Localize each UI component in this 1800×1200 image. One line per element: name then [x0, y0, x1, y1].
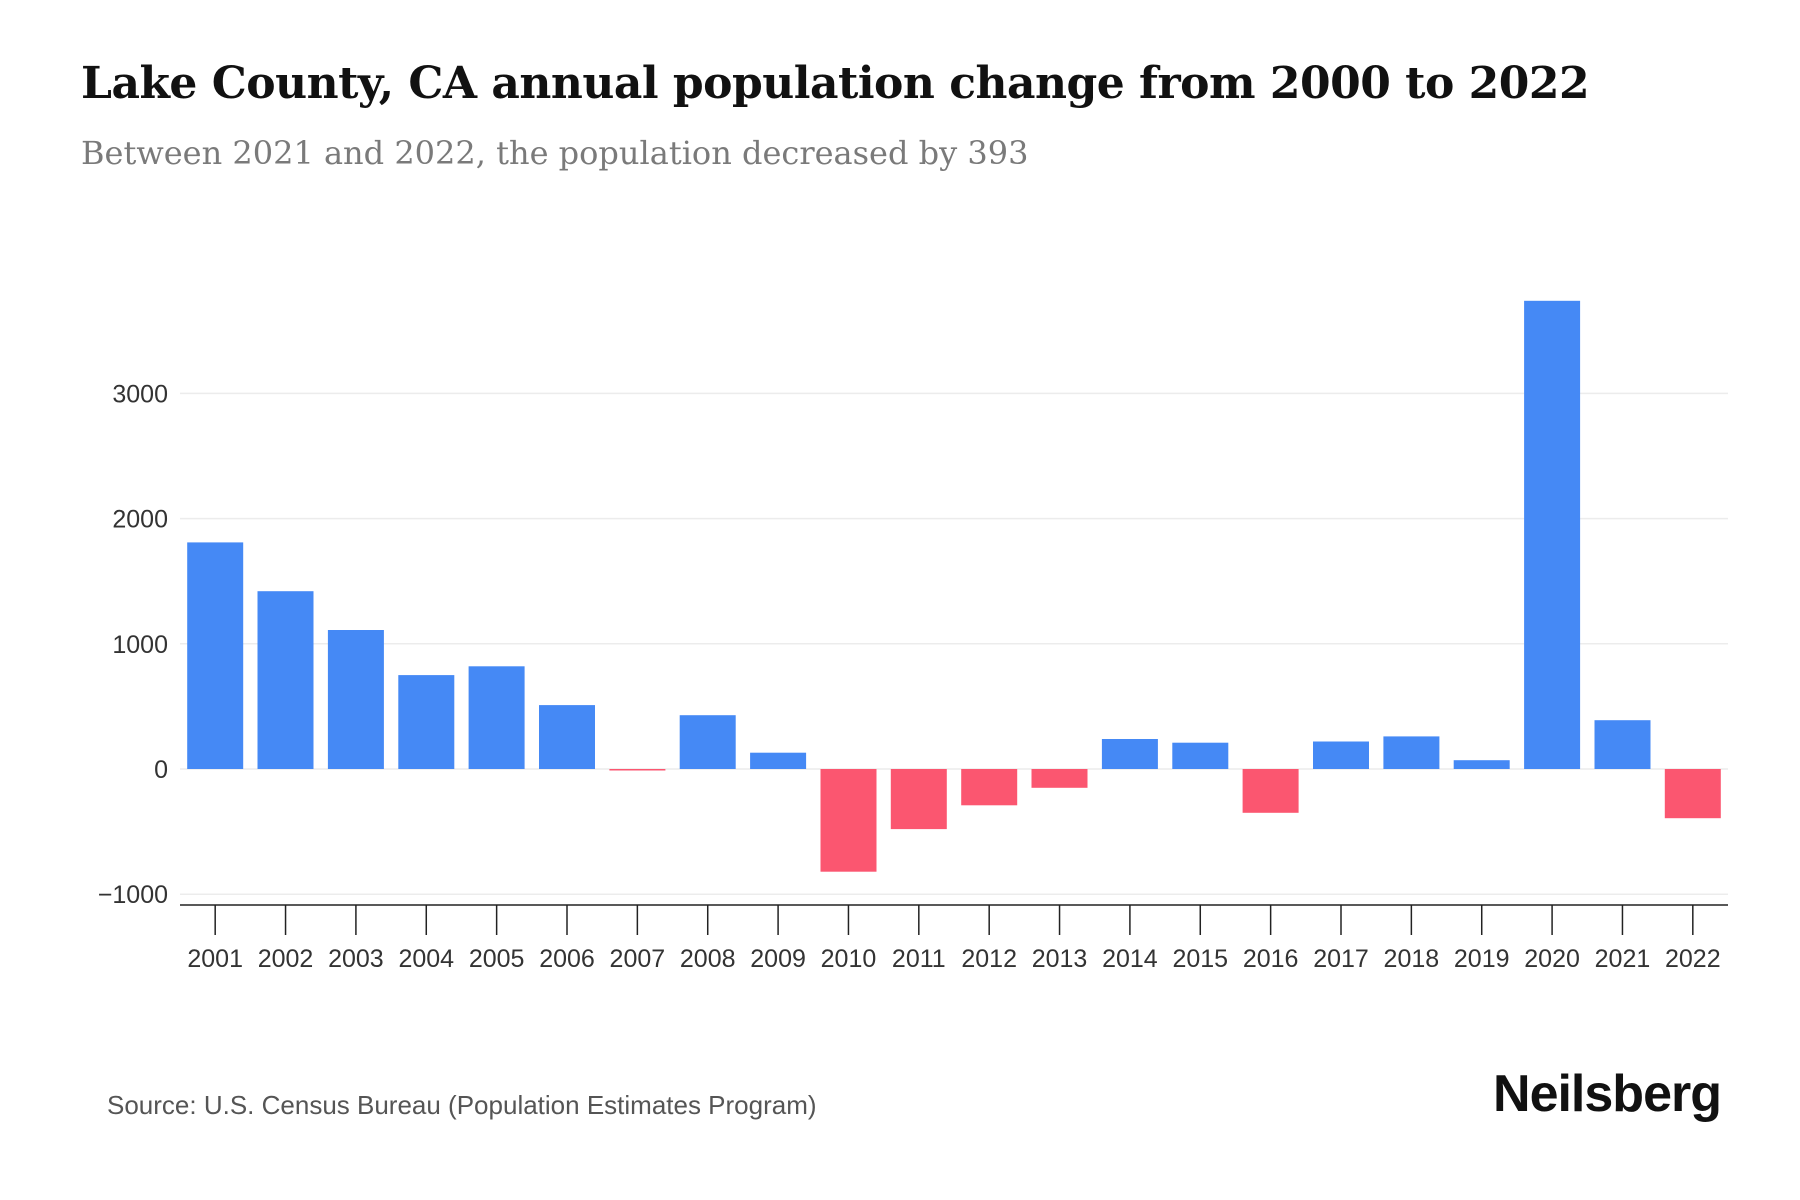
- chart-subtitle: Between 2021 and 2022, the population de…: [81, 134, 1029, 172]
- bar-2001: [187, 542, 244, 769]
- bar-2020: [1524, 300, 1581, 769]
- y-tick-label: 1000: [112, 631, 168, 659]
- source-note: Source: U.S. Census Bureau (Population E…: [107, 1090, 817, 1120]
- bar-2022: [1664, 769, 1721, 819]
- bar-2013: [1031, 769, 1088, 788]
- bar-2012: [961, 769, 1018, 806]
- x-tick-label: 2007: [610, 945, 666, 973]
- x-tick-label: 2006: [539, 945, 595, 973]
- bar-2003: [327, 630, 384, 769]
- x-tick-label: 2004: [398, 945, 454, 973]
- x-tick-label: 2013: [1032, 945, 1088, 973]
- x-tick-label: 2003: [328, 945, 384, 973]
- bar-2004: [398, 675, 455, 769]
- bar-2021: [1594, 720, 1651, 769]
- x-tick-label: 2016: [1243, 945, 1299, 973]
- bar-2014: [1101, 739, 1158, 769]
- y-tick-label: 3000: [112, 380, 168, 408]
- x-tick-label: 2012: [961, 945, 1017, 973]
- x-tick-label: 2010: [821, 945, 877, 973]
- bar-2018: [1383, 736, 1440, 769]
- x-tick-label: 2011: [892, 945, 946, 973]
- bar-2011: [890, 769, 947, 830]
- axis-layer: −1000 0 1000 2000 3000 2001 2002 2003 2004 2005 20…: [98, 380, 1728, 973]
- bar-2005: [468, 666, 525, 769]
- x-tick-label: 2015: [1172, 945, 1228, 973]
- chart-title: Lake County, CA annual population change…: [81, 58, 1590, 109]
- bar-2008: [679, 715, 736, 769]
- y-tick-label: −1000: [98, 881, 168, 909]
- x-tick-label: 2017: [1313, 945, 1369, 973]
- x-tick-label: 2005: [469, 945, 525, 973]
- bar-layer: [187, 300, 1721, 872]
- bar-2002: [257, 591, 314, 769]
- bar-2017: [1313, 741, 1369, 769]
- y-tick-label: 2000: [112, 506, 168, 534]
- x-tick-label: 2002: [258, 945, 314, 973]
- x-tick-label: 2018: [1384, 945, 1440, 973]
- bar-2016: [1242, 769, 1299, 813]
- bar-2009: [750, 752, 807, 769]
- neilsberg-logo: Neilsberg: [1493, 1065, 1722, 1123]
- bar-2019: [1453, 760, 1510, 769]
- x-tick-label: 2008: [680, 945, 736, 973]
- x-tick-label: 2020: [1524, 945, 1580, 973]
- bar-2015: [1172, 742, 1229, 769]
- bar-2006: [539, 705, 595, 769]
- x-tick-label: 2021: [1595, 945, 1651, 973]
- x-tick-label: 2001: [187, 945, 243, 973]
- x-tick-label: 2009: [750, 945, 806, 973]
- bar-2007: [609, 769, 666, 771]
- x-tick-label: 2019: [1454, 945, 1510, 973]
- grid-layer: [180, 392, 1728, 895]
- x-tick-label: 2014: [1102, 945, 1158, 973]
- x-tick-label: 2022: [1665, 945, 1721, 973]
- y-tick-label: 0: [154, 756, 168, 784]
- bar-2010: [820, 769, 877, 872]
